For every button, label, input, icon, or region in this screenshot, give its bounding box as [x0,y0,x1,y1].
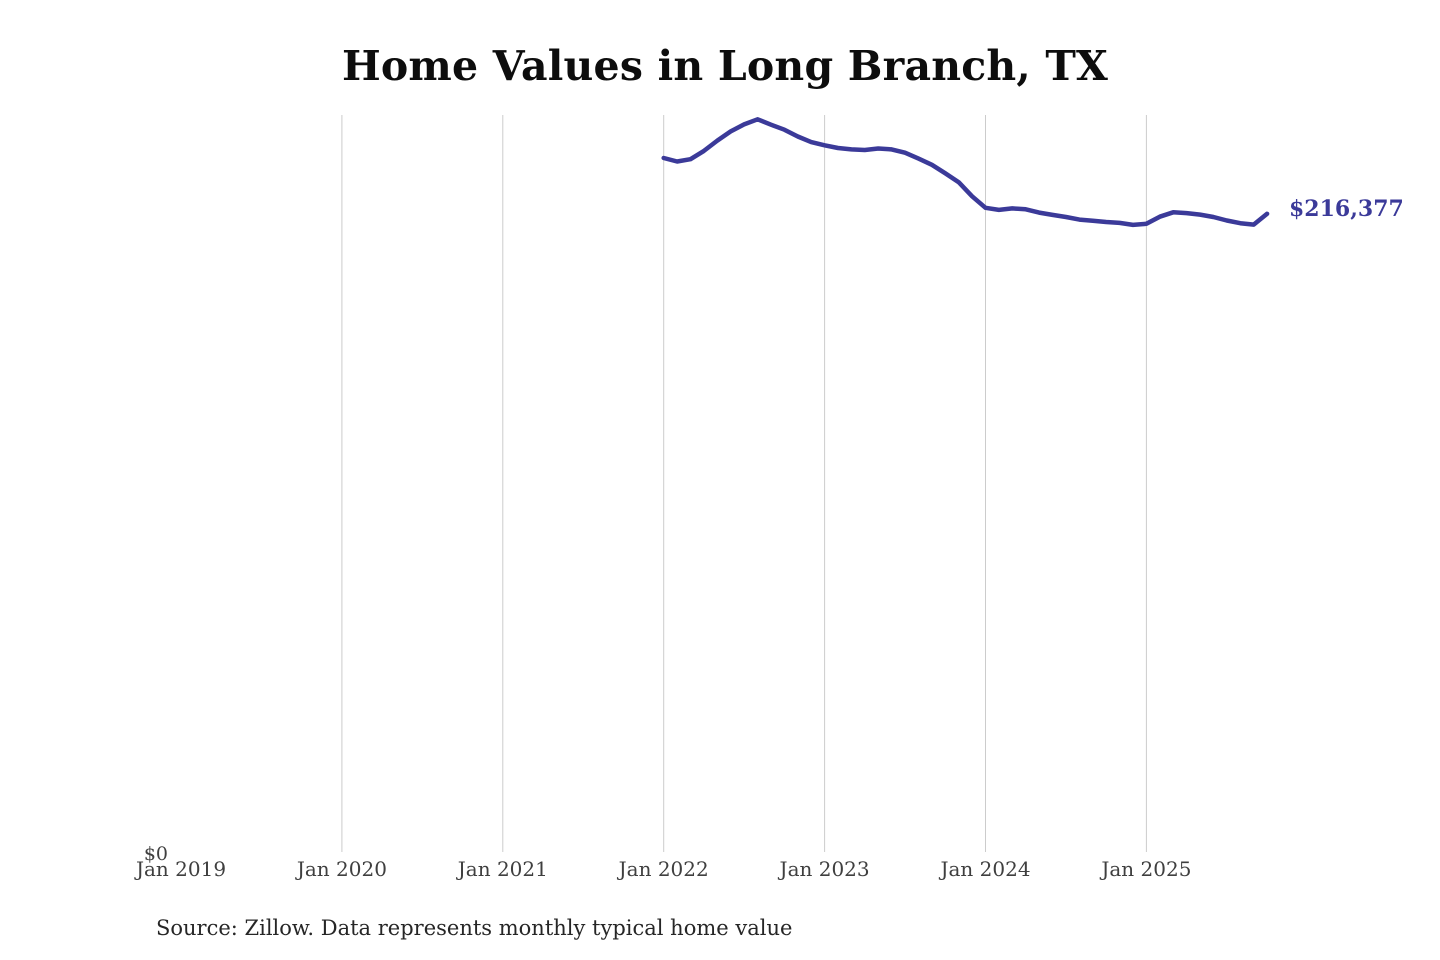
latest-value-label: $216,377 [1289,196,1404,222]
chart-title: Home Values in Long Branch, TX [341,42,1109,90]
x-axis-tick-label: Jan 2025 [1101,857,1192,881]
x-axis-tick-label: Jan 2020 [296,857,387,881]
x-axis-tick-label: Jan 2024 [940,857,1031,881]
x-axis-tick-label: Jan 2022 [618,857,709,881]
x-axis-tick-label: Jan 2021 [457,857,548,881]
year-gridlines [341,115,1147,852]
x-axis-tick-label: Jan 2023 [779,857,870,881]
x-axis-tick-label: Jan 2019 [135,857,227,881]
y-axis-zero-label: $0 [143,843,168,865]
home-value-line [661,117,1270,228]
source-note: Source: Zillow. Data represents monthly … [156,916,793,940]
